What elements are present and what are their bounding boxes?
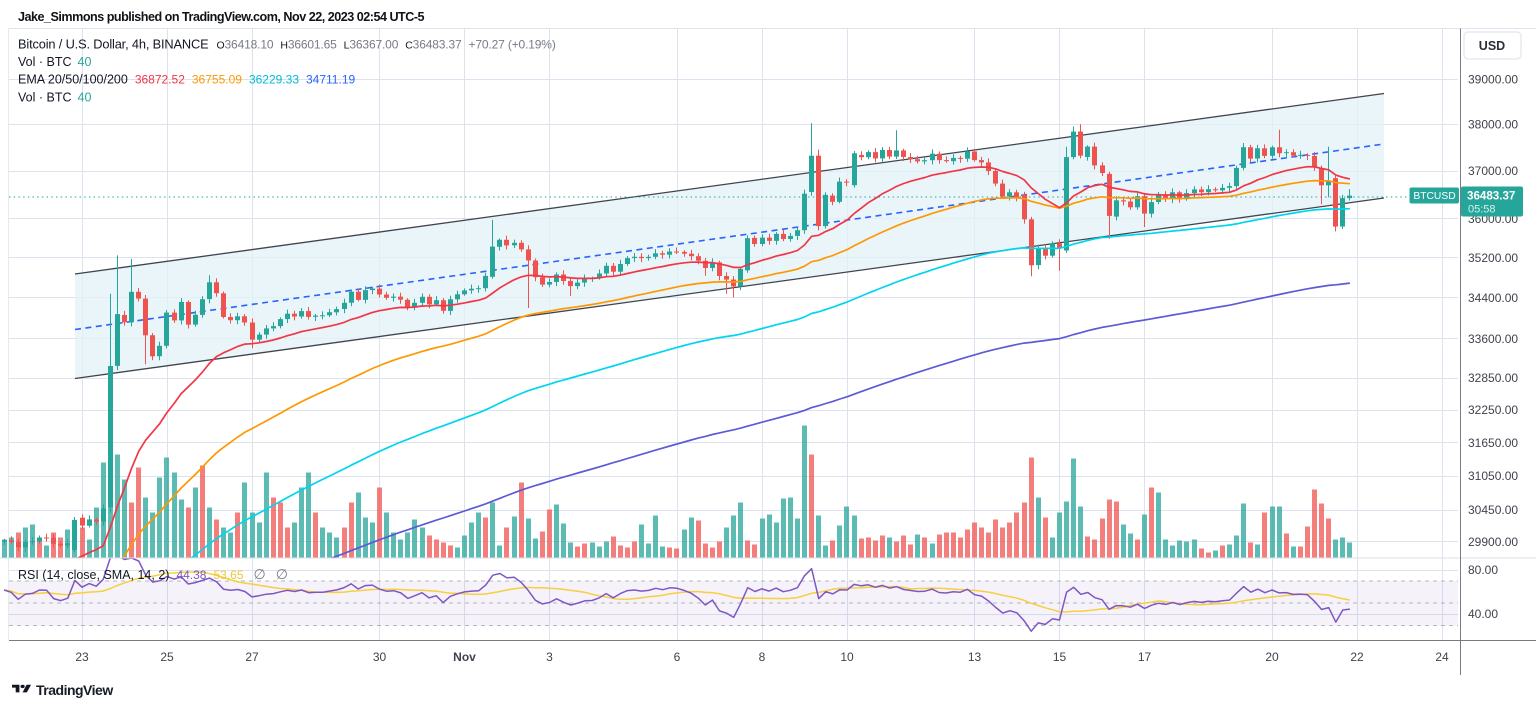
svg-text:Bitcoin / U.S. Dollar, 4h, BIN: Bitcoin / U.S. Dollar, 4h, BINANCE O36418…	[18, 37, 556, 52]
svg-text:32250.00: 32250.00	[1468, 403, 1518, 417]
svg-text:10: 10	[840, 650, 854, 664]
svg-text:Nov: Nov	[453, 650, 476, 664]
svg-text:TradingView: TradingView	[36, 682, 113, 698]
svg-text:32850.00: 32850.00	[1468, 371, 1518, 385]
svg-text:37000.00: 37000.00	[1468, 164, 1518, 178]
svg-text:39000.00: 39000.00	[1468, 73, 1518, 87]
svg-text:80.00: 80.00	[1468, 563, 1498, 577]
svg-text:17: 17	[1138, 650, 1152, 664]
svg-text:05:58: 05:58	[1468, 204, 1496, 216]
svg-text:34400.00: 34400.00	[1468, 291, 1518, 305]
svg-text:31050.00: 31050.00	[1468, 469, 1518, 483]
svg-text:15: 15	[1053, 650, 1067, 664]
svg-text:20: 20	[1265, 650, 1279, 664]
svg-text:40.00: 40.00	[1468, 607, 1498, 621]
svg-text:13: 13	[968, 650, 982, 664]
svg-text:35200.00: 35200.00	[1468, 251, 1518, 265]
svg-text:30: 30	[373, 650, 387, 664]
svg-text:USD: USD	[1479, 39, 1505, 53]
svg-text:BTCUSD: BTCUSD	[1413, 191, 1455, 202]
svg-text:24: 24	[1435, 650, 1449, 664]
svg-text:27: 27	[245, 650, 259, 664]
svg-text:29900.00: 29900.00	[1468, 535, 1518, 549]
svg-text:33600.00: 33600.00	[1468, 332, 1518, 346]
svg-text:RSI (14, close, SMA, 14, 2)44.: RSI (14, close, SMA, 14, 2) 44.38 53.65 ∅ ∅	[18, 566, 288, 582]
svg-text:6: 6	[674, 650, 681, 664]
svg-text:22: 22	[1350, 650, 1364, 664]
svg-text:3: 3	[546, 650, 553, 664]
svg-text:38000.00: 38000.00	[1468, 118, 1518, 132]
svg-text:31650.00: 31650.00	[1468, 436, 1518, 450]
svg-text:23: 23	[75, 650, 89, 664]
svg-text:25: 25	[160, 650, 174, 664]
svg-text:8: 8	[759, 650, 766, 664]
svg-text:36483.37: 36483.37	[1467, 190, 1515, 203]
svg-text:Jake_Simmons published on Trad: Jake_Simmons published on TradingView.co…	[18, 10, 425, 24]
svg-text:30450.00: 30450.00	[1468, 503, 1518, 517]
